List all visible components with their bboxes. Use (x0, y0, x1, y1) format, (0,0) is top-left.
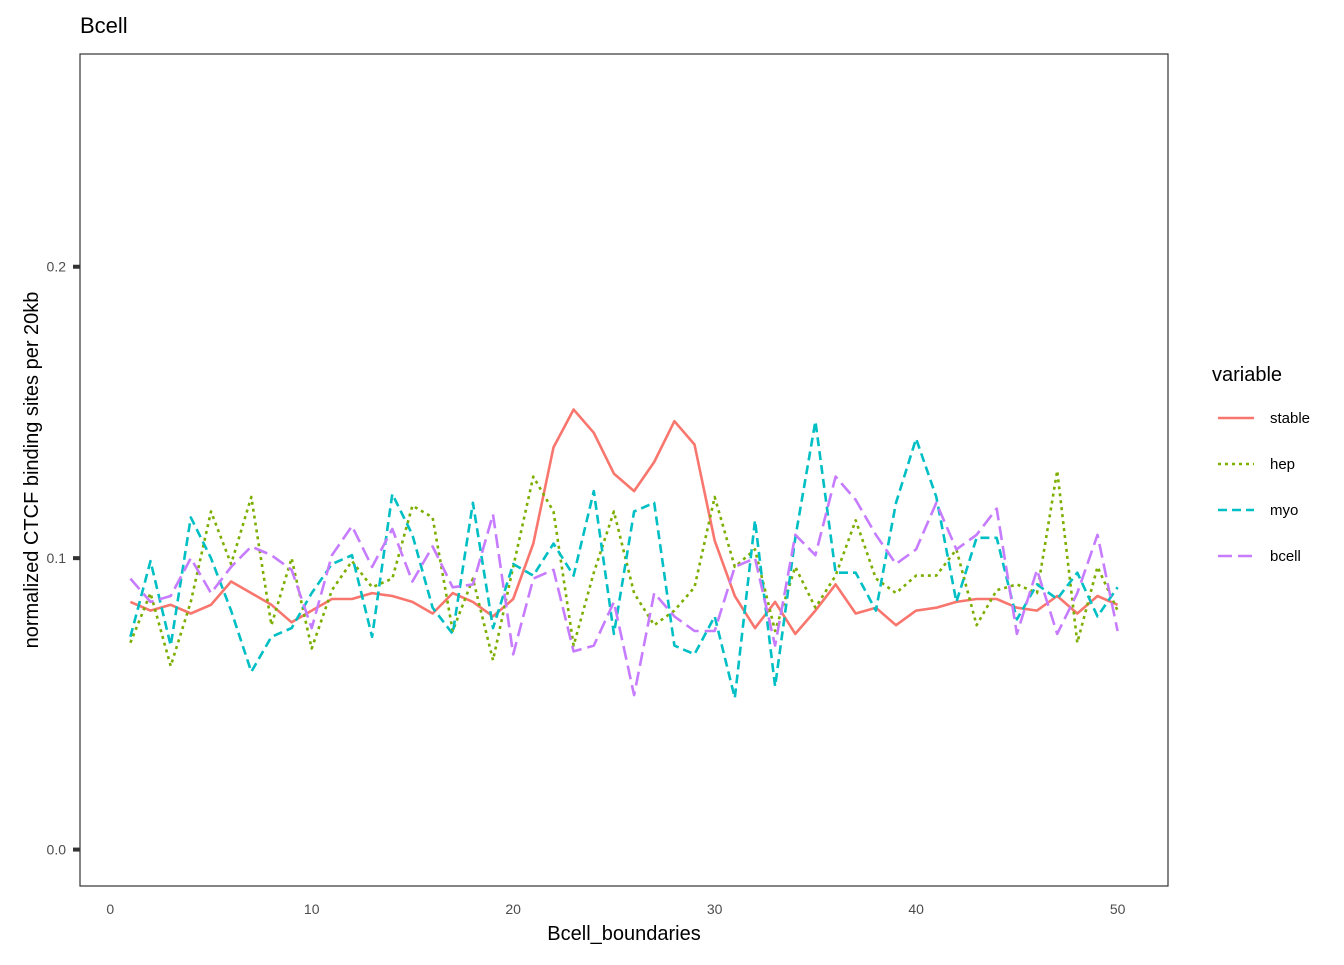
x-tick-label: 20 (505, 901, 521, 917)
y-tick-label: 0.1 (47, 550, 67, 566)
x-axis: 0 10 20 30 40 50 (106, 901, 1125, 917)
x-tick-label: 50 (1110, 901, 1126, 917)
series-line-bcell (129, 475, 1119, 697)
legend-title: variable (1212, 364, 1282, 386)
y-tick-label: 0.0 (47, 842, 67, 858)
plot-panel (79, 53, 1169, 887)
legend: variable stable hep myo bcell (1212, 364, 1310, 565)
series-line-hep (129, 469, 1119, 668)
x-axis-label: Bcell_boundaries (547, 923, 700, 945)
y-axis-label: normalized CTCF binding sites per 20kb (21, 292, 43, 649)
series-lines (129, 408, 1119, 700)
series-line-myo (129, 419, 1119, 700)
legend-label-stable: stable (1270, 410, 1310, 427)
x-tick-label: 10 (304, 901, 320, 917)
legend-label-myo: myo (1270, 502, 1298, 519)
chart-title: Bcell (80, 13, 128, 38)
legend-label-bcell: bcell (1270, 548, 1301, 565)
x-tick-label: 0 (106, 901, 114, 917)
legend-label-hep: hep (1270, 456, 1295, 473)
x-tick-label: 40 (908, 901, 924, 917)
series-line-stable (129, 408, 1119, 636)
x-tick-label: 30 (707, 901, 723, 917)
y-axis: 0.0 0.1 0.2 (47, 259, 80, 858)
y-tick-label: 0.2 (47, 259, 67, 275)
